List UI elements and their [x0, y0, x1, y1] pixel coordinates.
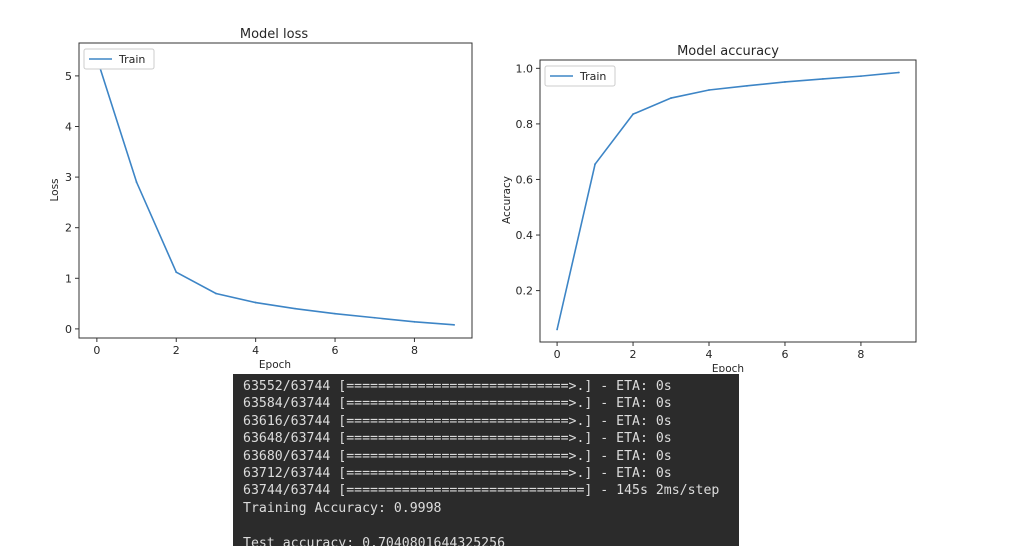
charts-figure: 0 2 4 6 8 0 1 2 3 4 5 Model loss Epoch Loss Train 0 2 4 6 8…	[49, 27, 917, 372]
data-point	[373, 316, 376, 319]
x-tick-label: 8	[411, 344, 418, 357]
terminal-line: 63648/63744 [===========================…	[243, 431, 672, 447]
terminal-line: 63744/63744 [===========================…	[243, 483, 720, 499]
data-point	[215, 292, 217, 295]
y-tick-label: 2	[65, 222, 72, 235]
series-line-train	[96, 57, 455, 326]
plot-frame	[539, 59, 917, 343]
terminal-line: 63712/63744 [===========================…	[243, 465, 672, 481]
data-point	[135, 181, 138, 184]
terminal-line: 63616/63744 [===========================…	[243, 413, 672, 429]
data-point	[453, 323, 456, 326]
data-point	[254, 301, 257, 304]
y-tick-label: 5	[65, 70, 72, 83]
terminal-line	[243, 517, 739, 534]
terminal-line: Test accuracy: 0.7040801644325256	[243, 535, 506, 546]
x-axis-label: Epoch	[259, 359, 291, 371]
chart-title: Model loss	[240, 27, 309, 42]
x-tick-label: 4	[252, 344, 259, 357]
data-point	[784, 81, 786, 83]
data-point	[175, 271, 178, 274]
data-point	[822, 77, 824, 80]
x-tick-label: 6	[332, 344, 339, 357]
x-axis-label: Epoch	[712, 363, 744, 372]
x-tick-label: 6	[781, 348, 788, 361]
y-tick-label: 1.0	[516, 62, 534, 75]
x-tick-label: 4	[706, 348, 713, 361]
chart-0: 0 2 4 6 8 0 1 2 3 4 5 Model loss Epoch Loss Train	[49, 27, 473, 371]
y-tick-label: 0.2	[516, 285, 534, 298]
legend-box	[83, 48, 155, 70]
data-point	[860, 75, 862, 78]
data-point	[632, 113, 634, 116]
data-point	[670, 97, 672, 99]
data-point	[708, 89, 710, 91]
x-tick-label: 2	[173, 344, 180, 357]
y-tick-label: 0.8	[516, 118, 534, 131]
terminal-line: 63584/63744 [===========================…	[243, 396, 672, 412]
y-tick-label: 1	[65, 272, 72, 285]
data-point	[746, 84, 748, 87]
data-point	[334, 312, 336, 315]
terminal-output: 63552/63744 [===========================…	[233, 374, 739, 546]
y-axis-label: Accuracy	[501, 176, 513, 224]
x-tick-label: 2	[630, 348, 637, 361]
terminal-line: 63552/63744 [===========================…	[243, 379, 672, 394]
legend-label: Train	[579, 70, 606, 83]
y-tick-label: 4	[65, 120, 72, 133]
data-point	[413, 320, 416, 323]
legend-label: Train	[118, 53, 145, 66]
data-point	[594, 163, 596, 166]
chart-1: 0 2 4 6 8 0.2 0.4 0.6 0.8 1.0 Model accuracy Epoch A…	[501, 44, 917, 372]
y-tick-label: 0.4	[516, 229, 534, 242]
terminal-line: Training Accuracy: 0.9998	[243, 500, 442, 516]
y-tick-label: 3	[65, 171, 72, 184]
terminal-line: 63680/63744 [===========================…	[243, 448, 672, 464]
x-tick-label: 8	[857, 348, 864, 361]
x-tick-label: 0	[93, 344, 100, 357]
y-tick-label: 0.6	[516, 173, 534, 186]
legend-box	[544, 65, 616, 87]
x-tick-label: 0	[554, 348, 561, 361]
chart-title: Model accuracy	[677, 44, 779, 59]
y-axis-label: Loss	[49, 178, 61, 201]
plot-frame	[78, 42, 473, 339]
data-point	[294, 307, 297, 310]
y-tick-label: 0	[65, 323, 72, 336]
series-line-train	[556, 71, 899, 330]
data-point	[898, 71, 900, 74]
data-point	[556, 328, 558, 331]
